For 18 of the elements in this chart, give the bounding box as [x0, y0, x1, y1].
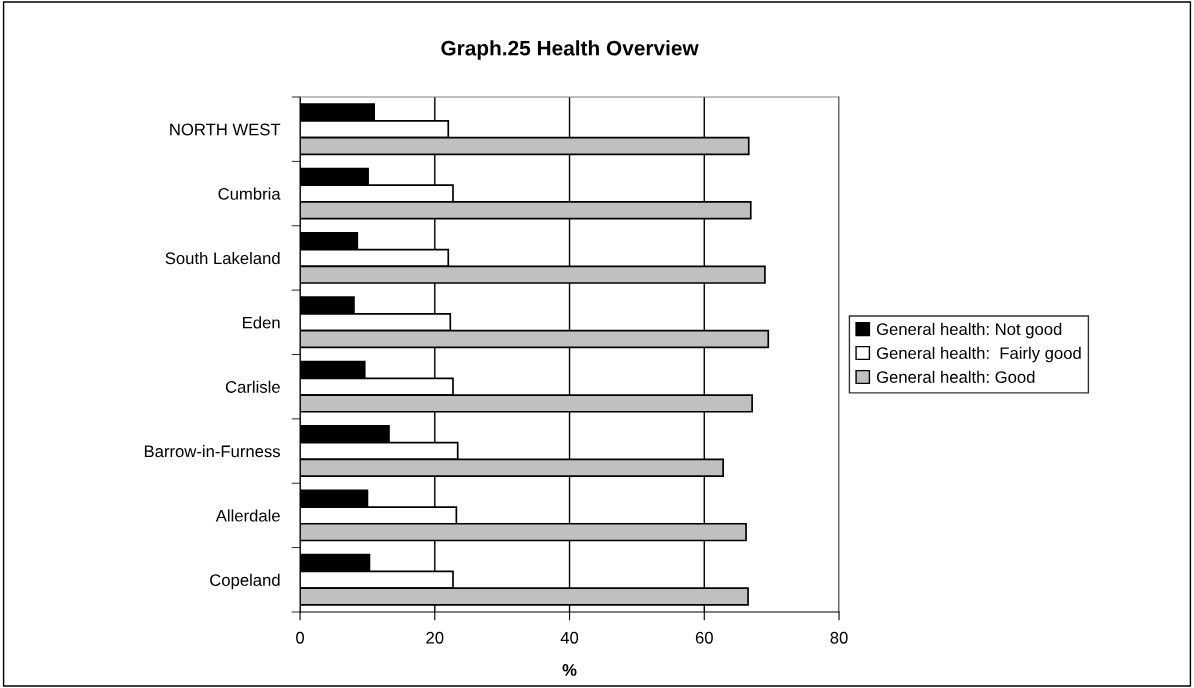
x-tick-label: 80: [830, 631, 848, 644]
x-axis-title: %: [562, 664, 577, 676]
y-tick-label: NORTH WEST: [170, 123, 281, 136]
legend-label: General health: Good: [876, 370, 1035, 383]
x-tick-label: 40: [560, 631, 579, 644]
y-tick-label: Carlisle: [225, 380, 280, 393]
y-tick-label: Eden: [243, 316, 280, 329]
x-tick-label: 20: [426, 631, 444, 644]
x-tick-label: 0: [296, 631, 305, 644]
y-tick-label: Copeland: [210, 573, 280, 590]
legend-label: General health: Not good: [876, 322, 1062, 339]
x-tick-label: 60: [695, 631, 713, 644]
y-tick-label: Barrow-in-Furness: [144, 445, 281, 458]
y-tick-label: South Lakeland: [165, 251, 280, 265]
y-tick-label: Allerdale: [215, 509, 280, 522]
legend-label: General health: Fairly good: [876, 346, 1081, 363]
chart-title: Graph.25 Health Overview: [441, 40, 699, 60]
y-tick-label: Cumbria: [218, 187, 281, 200]
